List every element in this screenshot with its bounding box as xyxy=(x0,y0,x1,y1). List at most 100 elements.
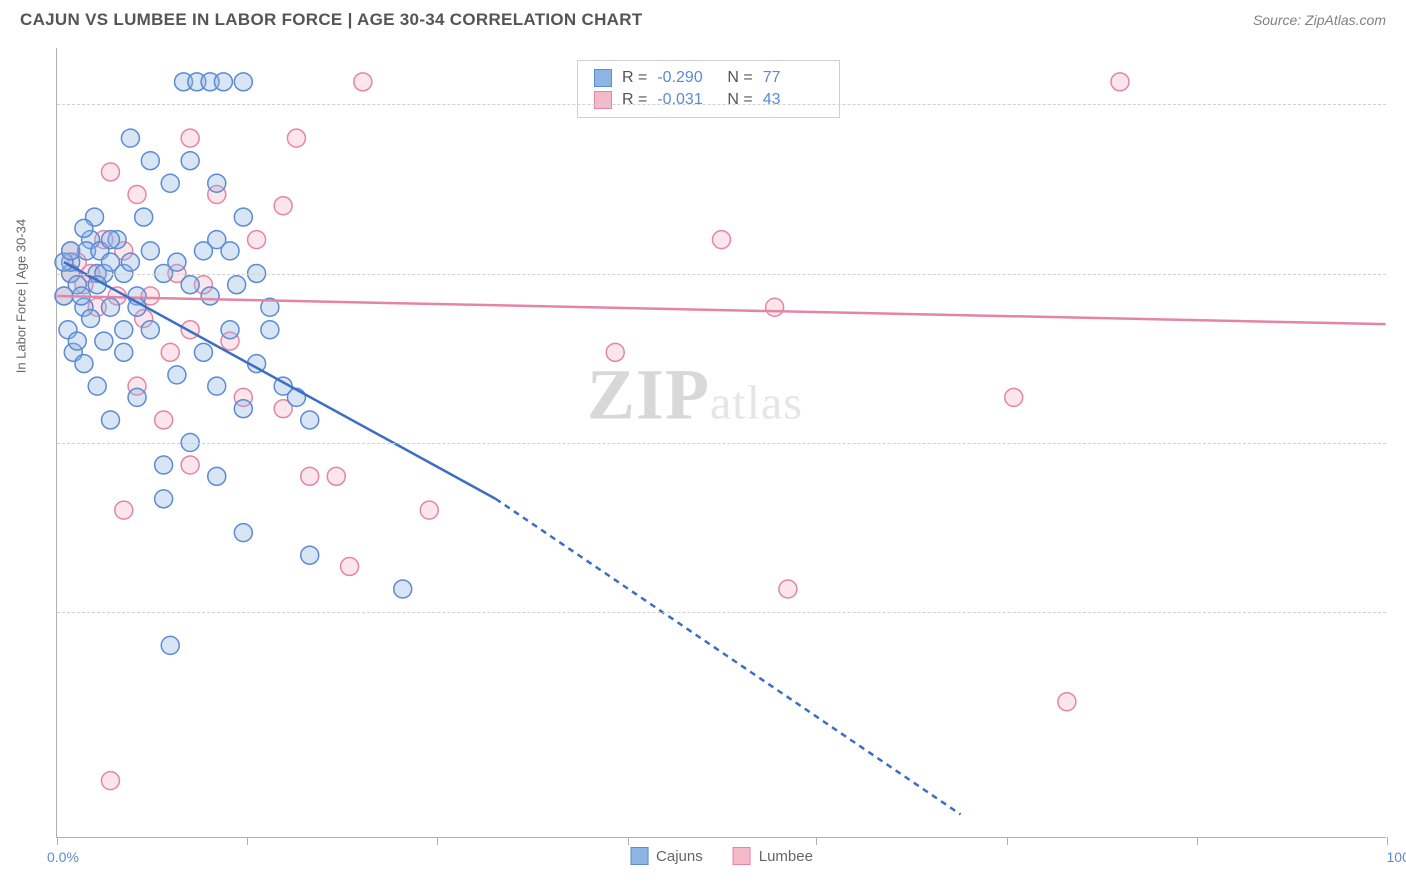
data-point xyxy=(141,321,159,339)
stat-r-label: R = xyxy=(622,91,647,109)
data-point xyxy=(82,310,100,328)
data-point xyxy=(75,355,93,373)
x-tick xyxy=(247,837,248,845)
data-point xyxy=(95,332,113,350)
trend-line xyxy=(496,499,961,815)
data-point xyxy=(135,208,153,226)
data-point xyxy=(168,253,186,271)
data-point xyxy=(121,253,139,271)
data-point xyxy=(101,772,119,790)
legend-label: Cajuns xyxy=(656,848,703,865)
data-point xyxy=(354,73,372,91)
x-tick xyxy=(1387,837,1388,845)
data-point xyxy=(228,276,246,294)
data-point xyxy=(201,287,219,305)
data-point xyxy=(301,546,319,564)
data-point xyxy=(287,129,305,147)
data-point xyxy=(214,73,232,91)
data-point xyxy=(420,501,438,519)
data-point xyxy=(181,152,199,170)
stats-legend-row: R = -0.290 N = 77 xyxy=(594,67,823,89)
data-point xyxy=(221,321,239,339)
x-tick xyxy=(1007,837,1008,845)
legend-item: Lumbee xyxy=(733,847,813,865)
x-tick xyxy=(1197,837,1198,845)
data-point xyxy=(234,400,252,418)
data-point xyxy=(779,580,797,598)
stat-n-value: 77 xyxy=(763,69,823,87)
chart-source: Source: ZipAtlas.com xyxy=(1253,12,1386,28)
data-point xyxy=(221,242,239,260)
stat-n-value: 43 xyxy=(763,91,823,109)
data-point xyxy=(208,377,226,395)
data-point xyxy=(101,411,119,429)
data-point xyxy=(101,163,119,181)
x-axis-max-label: 100.0% xyxy=(1387,849,1406,865)
x-tick xyxy=(437,837,438,845)
data-point xyxy=(274,197,292,215)
data-point xyxy=(161,174,179,192)
gridline-h xyxy=(57,612,1386,613)
data-point xyxy=(181,276,199,294)
stats-legend-row: R = -0.031 N = 43 xyxy=(594,89,823,111)
data-point xyxy=(234,73,252,91)
data-point xyxy=(181,129,199,147)
data-point xyxy=(168,366,186,384)
data-point xyxy=(68,332,86,350)
stat-n-label: N = xyxy=(727,91,752,109)
gridline-h xyxy=(57,274,1386,275)
data-point xyxy=(181,456,199,474)
stat-r-value: -0.031 xyxy=(657,91,717,109)
chart-header: CAJUN VS LUMBEE IN LABOR FORCE | AGE 30-… xyxy=(0,0,1406,38)
stats-legend-box: R = -0.290 N = 77 R = -0.031 N = 43 xyxy=(577,60,840,118)
trend-line xyxy=(57,296,1385,324)
data-point xyxy=(1111,73,1129,91)
data-point xyxy=(115,343,133,361)
x-axis-min-label: 0.0% xyxy=(47,849,79,865)
data-point xyxy=(141,152,159,170)
data-point xyxy=(161,343,179,361)
data-point xyxy=(101,298,119,316)
data-point xyxy=(248,231,266,249)
x-tick xyxy=(628,837,629,845)
data-point xyxy=(155,411,173,429)
data-point xyxy=(101,231,119,249)
data-point xyxy=(327,467,345,485)
stat-n-label: N = xyxy=(727,69,752,87)
data-point xyxy=(234,208,252,226)
y-axis-title: In Labor Force | Age 30-34 xyxy=(14,218,29,372)
gridline-h xyxy=(57,443,1386,444)
data-point xyxy=(155,490,173,508)
data-point xyxy=(301,411,319,429)
data-point xyxy=(766,298,784,316)
data-point xyxy=(75,219,93,237)
data-point xyxy=(341,557,359,575)
x-tick xyxy=(816,837,817,845)
legend-label: Lumbee xyxy=(759,848,813,865)
data-point xyxy=(394,580,412,598)
legend-item: Cajuns xyxy=(630,847,703,865)
stat-r-value: -0.290 xyxy=(657,69,717,87)
x-tick xyxy=(57,837,58,845)
stat-r-label: R = xyxy=(622,69,647,87)
data-point xyxy=(88,377,106,395)
data-point xyxy=(121,129,139,147)
data-point xyxy=(194,343,212,361)
data-point xyxy=(261,321,279,339)
data-point xyxy=(287,388,305,406)
legend-swatch xyxy=(594,69,612,87)
data-point xyxy=(141,242,159,260)
data-point xyxy=(1058,693,1076,711)
gridline-h xyxy=(57,104,1386,105)
data-point xyxy=(155,456,173,474)
series-legend: Cajuns Lumbee xyxy=(630,847,813,865)
chart-title: CAJUN VS LUMBEE IN LABOR FORCE | AGE 30-… xyxy=(20,10,643,30)
data-point xyxy=(301,467,319,485)
legend-swatch xyxy=(630,847,648,865)
data-point xyxy=(128,186,146,204)
data-point xyxy=(161,636,179,654)
data-point xyxy=(62,242,80,260)
data-point xyxy=(713,231,731,249)
data-point xyxy=(234,524,252,542)
chart-area: In Labor Force | Age 30-34 ZIPatlas R =-… xyxy=(56,48,1386,838)
